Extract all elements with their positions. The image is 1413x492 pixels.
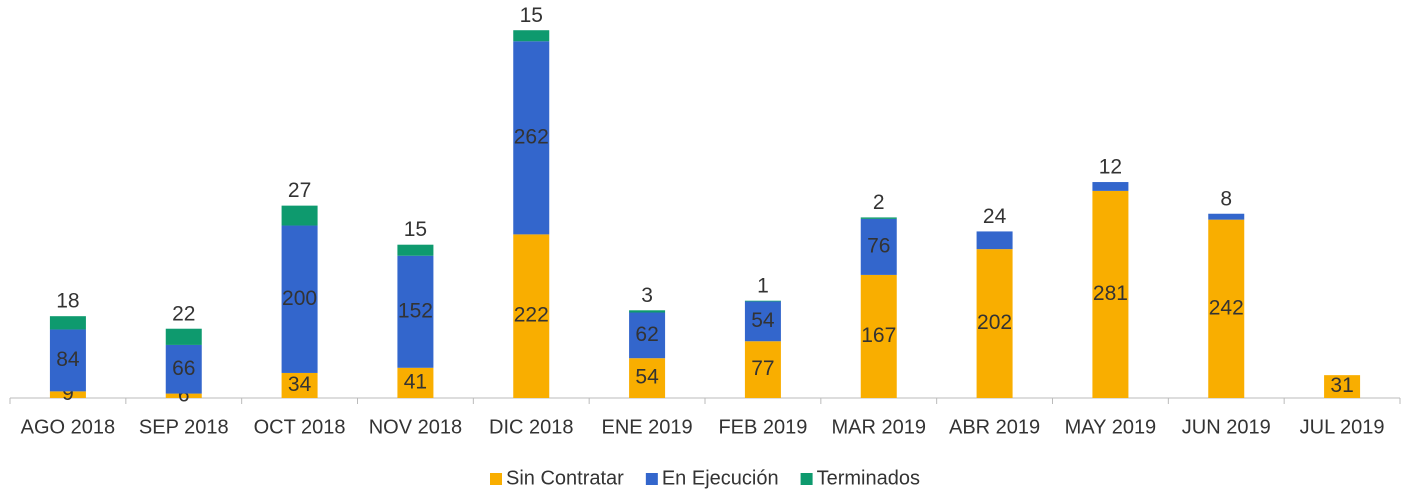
data-label: 27: [288, 179, 311, 202]
x-tick-label: SEP 2018: [139, 416, 229, 438]
bar-segment: [281, 225, 318, 373]
bar-segment: [744, 341, 781, 398]
data-label: 66: [172, 357, 195, 380]
legend-swatch: [490, 473, 502, 485]
data-label: 202: [977, 311, 1012, 334]
data-label: 84: [56, 348, 80, 371]
bar-segment: [744, 301, 781, 342]
x-tick-label: JUN 2019: [1182, 416, 1271, 438]
data-label: 281: [1093, 282, 1128, 305]
data-label: 22: [172, 302, 195, 325]
data-label: 24: [983, 205, 1007, 228]
data-label: 34: [288, 373, 312, 396]
legend-label: En Ejecución: [662, 467, 779, 489]
data-label: 167: [861, 324, 896, 347]
data-label: 200: [282, 287, 317, 310]
bar-segment: [629, 312, 666, 359]
legend-label: Terminados: [817, 467, 920, 489]
legend-label: Sin Contratar: [506, 467, 624, 489]
bar-segment: [1092, 190, 1129, 398]
data-label: 15: [520, 4, 543, 27]
data-label: 54: [635, 366, 659, 389]
data-label: 1: [757, 274, 769, 297]
x-tick-label: MAY 2019: [1065, 416, 1157, 438]
data-label: 31: [1330, 374, 1353, 397]
data-label: 12: [1099, 156, 1122, 179]
x-tick-label: OCT 2018: [254, 416, 346, 438]
bar-segment: [860, 274, 897, 398]
bar-segment: [513, 41, 550, 235]
x-tick-label: DIC 2018: [489, 416, 574, 438]
bar-segment: [860, 217, 897, 219]
data-label: 62: [635, 323, 658, 346]
bar-segment: [976, 231, 1013, 250]
x-tick-label: MAR 2019: [832, 416, 927, 438]
data-label: 77: [751, 357, 774, 380]
bar-segment: [1324, 375, 1361, 398]
x-tick-label: ENE 2019: [601, 416, 692, 438]
x-tick-label: ABR 2019: [949, 416, 1040, 438]
bar-segment: [397, 255, 434, 368]
bar-segment: [397, 244, 434, 256]
data-label: 41: [404, 370, 427, 393]
data-label: 222: [514, 304, 549, 327]
bar-segment: [513, 30, 550, 42]
data-label: 2: [873, 191, 885, 214]
bar-segment: [49, 329, 86, 392]
data-label: 54: [751, 309, 775, 332]
data-label: 9: [62, 382, 74, 405]
bar-segment: [165, 393, 202, 398]
bar-segment: [1208, 213, 1245, 220]
legend-swatch: [645, 473, 658, 485]
bar-segment: [165, 328, 202, 345]
data-label: 242: [1209, 296, 1244, 319]
bar-segment: [1092, 182, 1129, 191]
bar-segment: [1208, 219, 1245, 398]
x-tick-label: AGO 2018: [21, 416, 116, 438]
data-label: 6: [178, 383, 190, 406]
x-tick-label: FEB 2019: [718, 416, 807, 438]
data-label: 15: [404, 218, 427, 241]
data-label: 18: [56, 290, 79, 313]
bar-segment: [976, 249, 1013, 398]
bar-segment: [49, 391, 86, 398]
bar-segment: [860, 218, 897, 275]
bar-segment: [281, 205, 318, 226]
data-label: 76: [867, 234, 890, 257]
bar-segment: [165, 344, 202, 394]
bar-segment: [629, 310, 666, 313]
bar-segment: [513, 234, 550, 398]
x-tick-label: JUL 2019: [1300, 416, 1385, 438]
data-label: 262: [514, 125, 549, 148]
bar-segment: [281, 372, 318, 398]
bar-segment: [744, 300, 781, 302]
bar-segment: [397, 367, 434, 398]
bar-segment: [629, 358, 666, 398]
bar-segment: [49, 316, 86, 330]
data-label: 8: [1220, 187, 1232, 210]
legend-swatch: [800, 473, 813, 485]
x-tick-label: NOV 2018: [369, 416, 462, 438]
data-label: 3: [641, 284, 653, 307]
data-label: 152: [398, 299, 433, 322]
